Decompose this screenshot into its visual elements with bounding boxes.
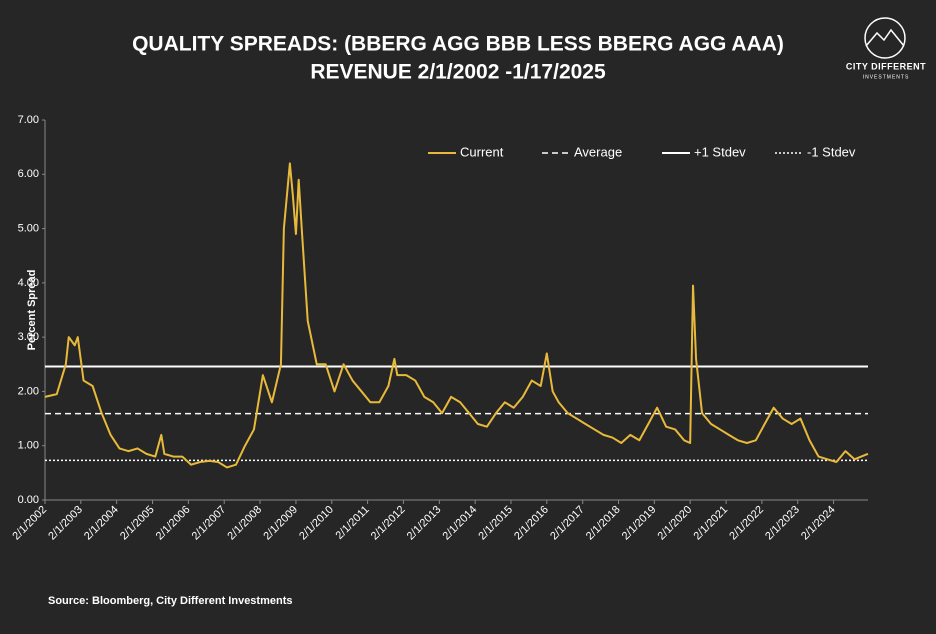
legend-label: -1 Stdev	[807, 144, 856, 159]
logo-ring	[864, 17, 906, 59]
y-tick-label: 7.00	[18, 114, 39, 126]
logo-mountain	[865, 28, 905, 47]
source-note: Source: Bloomberg, City Different Invest…	[48, 595, 293, 607]
legend-label: Current	[460, 144, 504, 159]
legend-label: +1 Stdev	[694, 144, 746, 159]
y-tick-label: 5.00	[18, 222, 39, 234]
y-tick-label: 4.00	[18, 277, 39, 289]
chart-subtitle: REVENUE 2/1/2002 -1/17/2025	[310, 61, 606, 84]
logo: CITY DIFFERENT INVESTMENTS	[846, 17, 926, 80]
y-tick-label: 3.00	[18, 331, 39, 343]
line-series	[44, 162, 869, 469]
y-tick-label: 2.00	[18, 385, 39, 397]
y-axis-label: Percent Spread	[26, 270, 38, 351]
chart-title: QUALITY SPREADS: (BBERG AGG BBB LESS BBE…	[132, 33, 784, 56]
y-tick-label: 0.00	[18, 494, 39, 506]
logo-text: CITY DIFFERENT	[846, 61, 926, 71]
legend-label: Average	[574, 144, 622, 159]
y-tick-label: 1.00	[18, 440, 39, 452]
y-tick-label: 6.00	[18, 168, 39, 180]
logo-subtext: INVESTMENTS	[863, 74, 910, 80]
